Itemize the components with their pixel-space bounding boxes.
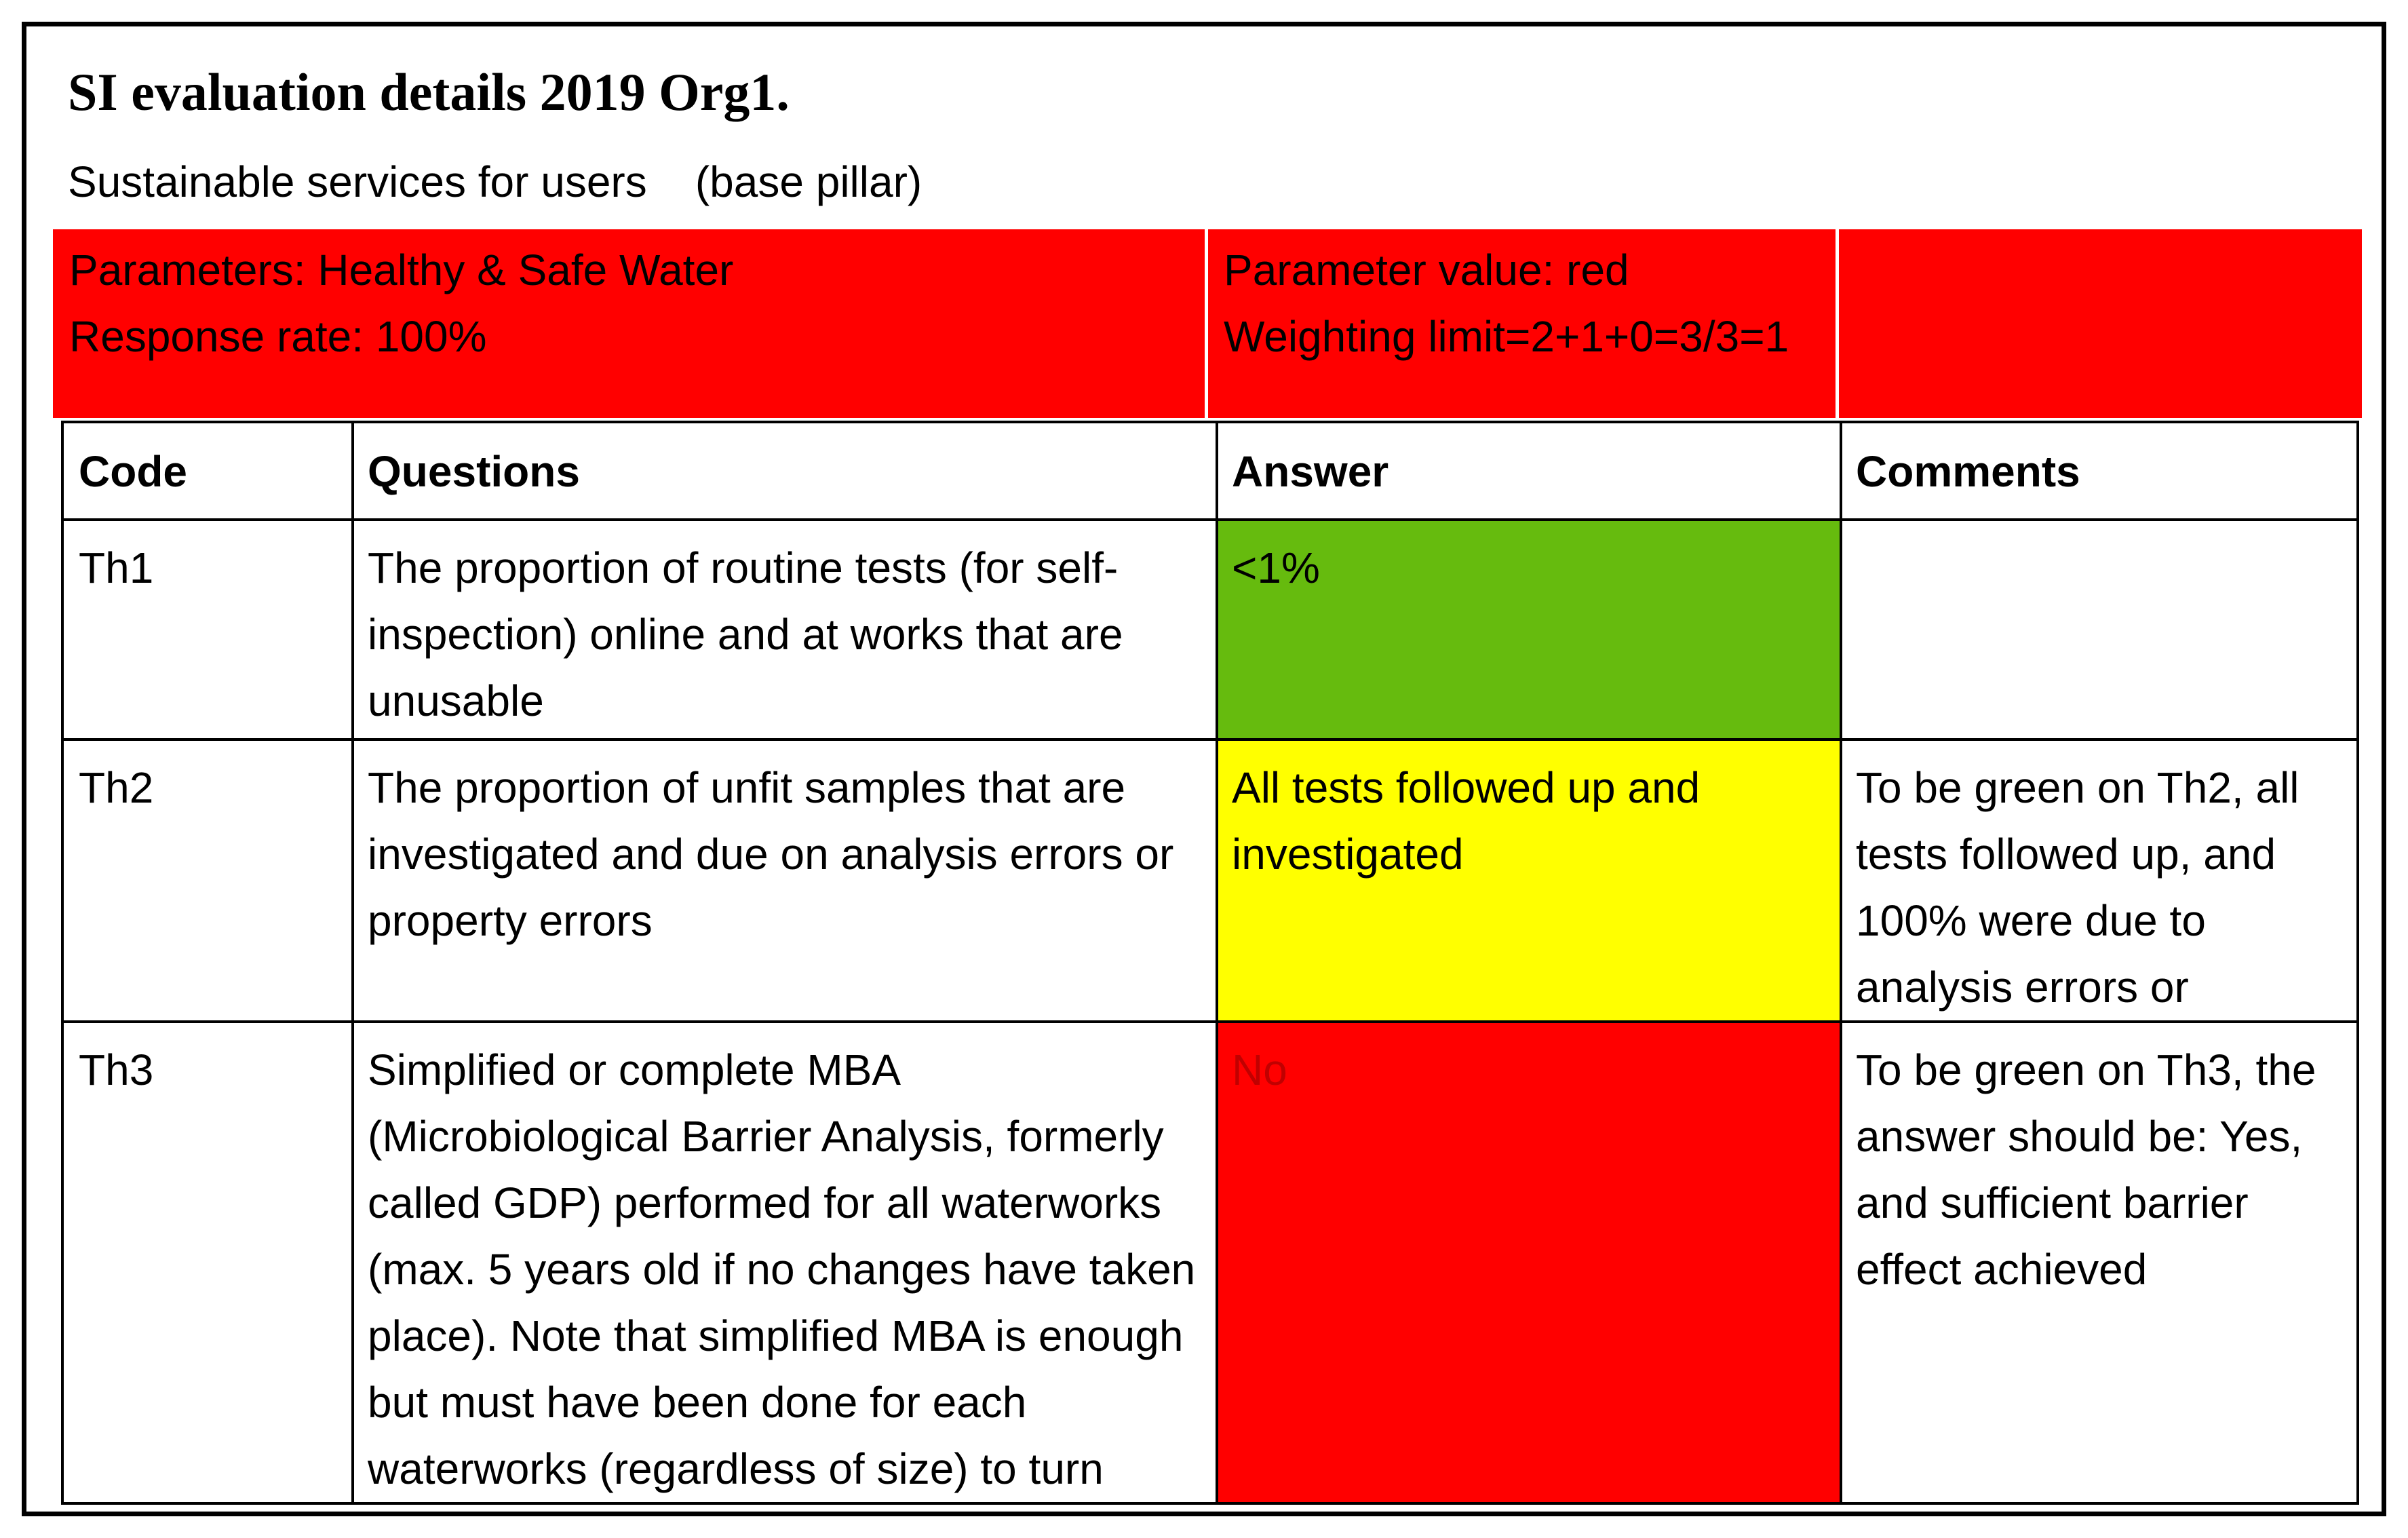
band-divider [1836, 229, 1839, 418]
column-divider [1216, 423, 1218, 1502]
table-row-comment: To be green on Th3, the answer should be… [1856, 1045, 2316, 1294]
row-divider [64, 1020, 2356, 1023]
header-answer: Answer [1232, 447, 1389, 496]
table-row-code: Th3 [79, 1045, 154, 1094]
page-title: SI evaluation details 2019 Org1. [68, 62, 790, 121]
band-divider [1205, 229, 1208, 418]
evaluation-table: Code Questions Answer Comments Th1 The p… [61, 421, 2359, 1505]
table-row-comment [1841, 520, 2356, 739]
row-divider [64, 518, 2356, 521]
weighting-limit: Weighting limit=2+1+0=3/3=1 [1224, 312, 1789, 361]
column-divider [1840, 423, 1842, 1502]
table-row-comment: To be green on Th2, all tests followed u… [1856, 763, 2299, 1012]
answer-cell-yellow: All tests followed up and investigated [1217, 739, 1841, 1022]
answer-cell-green: <1% [1217, 520, 1841, 739]
parameter-band: Parameters: Healthy & Safe Water Respons… [53, 229, 2362, 418]
table-row-question: The proportion of routine tests (for sel… [368, 543, 1123, 725]
response-rate: Response rate: 100% [69, 312, 487, 361]
table-row-question: The proportion of unfit samples that are… [368, 763, 1174, 945]
parameter-value: Parameter value: red [1224, 246, 1629, 294]
table-row-code: Th2 [79, 763, 154, 812]
table-row-code: Th1 [79, 543, 154, 592]
table-row-question: Simplified or complete MBA (Microbiologi… [368, 1045, 1196, 1493]
header-comments: Comments [1856, 447, 2080, 496]
answer-cell-red: No [1217, 1022, 1841, 1502]
column-divider [351, 423, 354, 1502]
header-code: Code [79, 447, 187, 496]
pillar-subtitle: Sustainable services for users (base pil… [68, 157, 923, 206]
parameter-name: Parameters: Healthy & Safe Water [69, 246, 734, 294]
row-divider [64, 738, 2356, 741]
header-questions: Questions [368, 447, 580, 496]
